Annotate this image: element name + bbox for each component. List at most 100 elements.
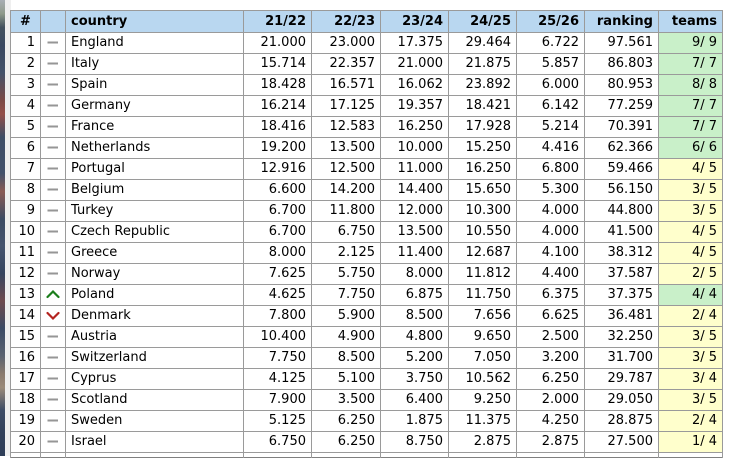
teams-cell: 3/ 5 (658, 326, 723, 348)
teams-cell: 2/ 4 (658, 410, 723, 432)
table-row: 17 Cyprus 4.125 5.100 3.750 10.562 6.250 29.787… (10, 368, 723, 390)
season-2223-cell: 11.800 (311, 200, 381, 222)
rank-cell: 14 (10, 305, 41, 327)
table-row: 3 Spain 18.428 16.571 16.062 23.892 6.000 80.95… (10, 74, 723, 96)
ranking-cell: 31.700 (584, 347, 659, 369)
ranking-cell: 56.150 (584, 179, 659, 201)
column-header-2425: 24/25 (448, 10, 517, 33)
season-2526-cell: 4.000 (516, 221, 585, 243)
season-2223-cell: 2.125 (311, 242, 381, 264)
teams-cell: 3/ 5 (658, 200, 723, 222)
rank-cell: 1 (10, 32, 41, 54)
table-row: 2 Italy 15.714 22.357 21.000 21.875 5.857 86.80… (10, 53, 723, 75)
dash-icon (46, 98, 60, 113)
ranking-cell: 59.466 (584, 158, 659, 180)
table-row: 7 Portugal 12.916 12.500 11.000 16.250 6.800 59… (10, 158, 723, 180)
season-2324-cell: 1.875 (380, 410, 449, 432)
dash-icon (46, 77, 60, 92)
dash-icon (46, 56, 60, 71)
season-2324-cell: 11.000 (380, 158, 449, 180)
season-2122-cell: 6.750 (243, 431, 312, 453)
country-cell: Israel (65, 431, 244, 453)
chevron-up-icon (46, 287, 60, 302)
rank-cell: 10 (10, 221, 41, 243)
teams-cell: 7/ 7 (658, 95, 723, 117)
season-2223-cell: 5.100 (311, 368, 381, 390)
season-2425-cell: 9.650 (448, 326, 517, 348)
movement-cell (40, 200, 66, 222)
country-cell: Italy (65, 53, 244, 75)
season-2223-cell: 6.750 (311, 221, 381, 243)
teams-cell: 8/ 8 (658, 74, 723, 96)
ranking-cell: 29.787 (584, 368, 659, 390)
season-2526-cell: 4.000 (516, 200, 585, 222)
table-row: 4 Germany 16.214 17.125 19.357 18.421 6.142 77.… (10, 95, 723, 117)
ranking-cell: 41.500 (584, 221, 659, 243)
movement-cell (40, 221, 66, 243)
season-2223-cell: 4.900 (311, 326, 381, 348)
season-2324-cell: 12.000 (380, 200, 449, 222)
season-2223-cell: 5.900 (311, 305, 381, 327)
season-2324-cell: 17.375 (380, 32, 449, 54)
partial-cell (380, 452, 449, 458)
season-2122-cell: 21.000 (243, 32, 312, 54)
country-cell: Belgium (65, 179, 244, 201)
chevron-down-icon (46, 308, 60, 323)
dash-icon (46, 224, 60, 239)
season-2324-cell: 11.400 (380, 242, 449, 264)
season-2425-cell: 29.464 (448, 32, 517, 54)
season-2425-cell: 7.050 (448, 347, 517, 369)
partial-cell (311, 452, 381, 458)
season-2324-cell: 21.000 (380, 53, 449, 75)
column-header-2122: 21/22 (243, 10, 312, 33)
season-2324-cell: 8.500 (380, 305, 449, 327)
table-row: 6 Netherlands 19.200 13.500 10.000 15.250 4.41… (10, 137, 723, 159)
season-2324-cell: 6.400 (380, 389, 449, 411)
movement-cell (40, 53, 66, 75)
dash-icon (46, 350, 60, 365)
rank-cell: 13 (10, 284, 41, 306)
season-2526-cell: 2.000 (516, 389, 585, 411)
movement-cell (40, 431, 66, 453)
country-cell: Switzerland (65, 347, 244, 369)
season-2223-cell: 6.250 (311, 431, 381, 453)
movement-cell (40, 305, 66, 327)
movement-cell (40, 179, 66, 201)
column-header-movement (40, 10, 66, 33)
dash-icon (46, 161, 60, 176)
table-row: 1 England 21.000 23.000 17.375 29.464 6.722 97.… (10, 32, 723, 54)
column-header-country: country (65, 10, 244, 33)
country-coefficient-table: # country 21/22 22/23 23/24 24/25 25/26 … (10, 10, 723, 458)
ranking-cell: 29.050 (584, 389, 659, 411)
season-2122-cell: 10.400 (243, 326, 312, 348)
column-header-ranking: ranking (584, 10, 659, 33)
country-cell: Greece (65, 242, 244, 264)
rank-cell: 4 (10, 95, 41, 117)
table-row: 18 Scotland 7.900 3.500 6.400 9.250 2.000 29.05… (10, 389, 723, 411)
ranking-cell: 44.800 (584, 200, 659, 222)
season-2223-cell: 6.250 (311, 410, 381, 432)
season-2122-cell: 5.125 (243, 410, 312, 432)
season-2425-cell: 18.421 (448, 95, 517, 117)
season-2526-cell: 4.100 (516, 242, 585, 264)
movement-cell (40, 410, 66, 432)
country-cell: Turkey (65, 200, 244, 222)
country-cell: Norway (65, 263, 244, 285)
season-2122-cell: 7.750 (243, 347, 312, 369)
rank-cell: 12 (10, 263, 41, 285)
ranking-cell: 37.587 (584, 263, 659, 285)
movement-cell (40, 284, 66, 306)
movement-cell (40, 368, 66, 390)
dash-icon (46, 140, 60, 155)
season-2223-cell: 13.500 (311, 137, 381, 159)
dash-icon (46, 182, 60, 197)
movement-cell (40, 137, 66, 159)
season-2324-cell: 6.875 (380, 284, 449, 306)
teams-cell: 2/ 5 (658, 263, 723, 285)
country-cell: Portugal (65, 158, 244, 180)
ranking-cell: 37.375 (584, 284, 659, 306)
season-2425-cell: 11.375 (448, 410, 517, 432)
season-2526-cell: 6.142 (516, 95, 585, 117)
season-2526-cell: 5.857 (516, 53, 585, 75)
table-row: 5 France 18.416 12.583 16.250 17.928 5.214 70.3… (10, 116, 723, 138)
